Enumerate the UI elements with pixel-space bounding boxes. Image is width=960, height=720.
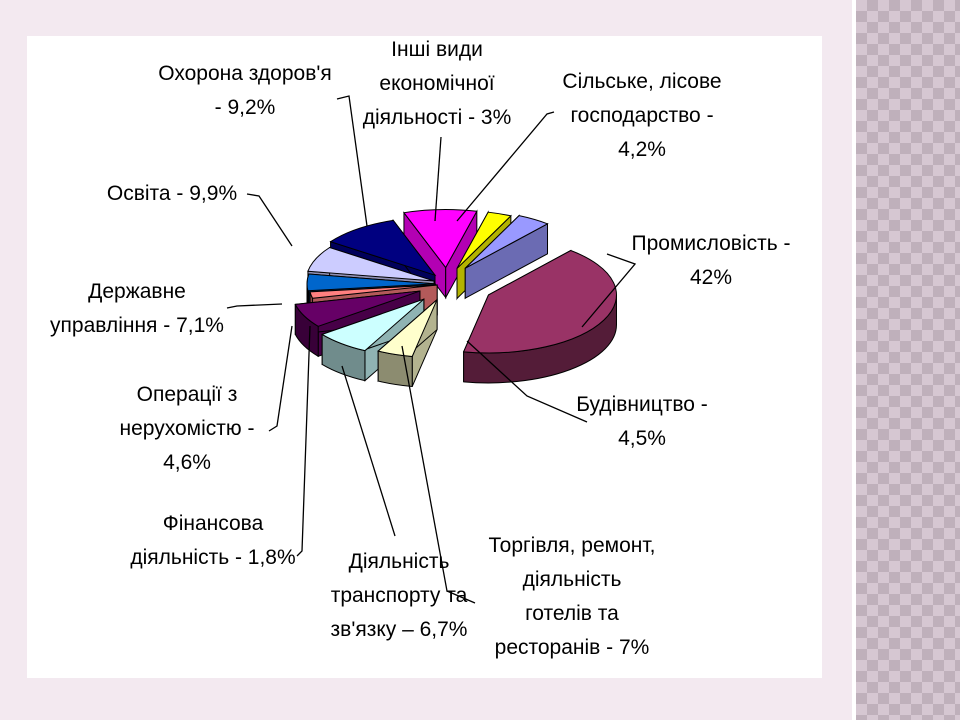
data-label-line: Сільське, лісове — [562, 70, 721, 93]
data-label-line: управління - 7,1% — [50, 314, 224, 337]
data-label-line: - 9,2% — [215, 96, 276, 119]
data-label-line: Торгівля, ремонт, — [488, 534, 655, 557]
chart-panel: Промисловість - 42% Будівництво - 4,5% Торгі… — [27, 36, 822, 678]
data-label-line: економічної — [379, 72, 494, 95]
pie-slice-0 — [462, 249, 617, 384]
data-label-line: 4,5% — [618, 427, 666, 450]
leader-line-construction — [466, 340, 588, 423]
pie-slice-10 — [464, 214, 549, 300]
leader-line-other — [434, 136, 442, 222]
data-label-trade: Торгівля, ремонт, діяльність готелів та рес… — [488, 534, 655, 659]
data-label-line: готелів та — [525, 602, 619, 625]
pie-chart: Промисловість - 42% Будівництво - 4,5% Торгі… — [50, 38, 791, 659]
leader-line-transport — [341, 365, 396, 537]
data-label-line: Охорона здоров'я — [158, 62, 332, 85]
side-divider — [852, 0, 856, 720]
data-label-government: Державне управління - 7,1% — [50, 280, 224, 337]
data-label-line: 4,6% — [163, 451, 211, 474]
data-label-line: Освіта - 9,9% — [107, 182, 237, 205]
leader-line-trade — [401, 345, 476, 604]
leader-line-agriculture — [456, 111, 555, 222]
data-label-line: діяльності - 3% — [363, 106, 512, 129]
pie-slice-1 — [377, 298, 438, 388]
leader-line-realestate — [268, 325, 293, 432]
data-label-realestate: Операції з нерухомістю - 4,6% — [120, 383, 255, 474]
leader-line-education — [246, 193, 293, 247]
data-label-health: Охорона здоров'я - 9,2% — [158, 62, 332, 119]
data-label-industry: Промисловість - 42% — [632, 232, 791, 289]
data-label-line: Будівництво - — [576, 393, 708, 416]
data-label-line: Промисловість - — [632, 232, 791, 255]
data-label-line: діяльність — [523, 568, 622, 591]
data-label-line: діяльність - 1,8% — [130, 546, 295, 569]
data-label-line: господарство - — [570, 104, 713, 127]
data-label-line: ресторанів - 7% — [495, 636, 650, 659]
leader-line-government — [226, 303, 283, 309]
data-label-line: Державне — [88, 280, 186, 303]
data-label-construction: Будівництво - 4,5% — [576, 393, 708, 450]
leader-line-finance — [296, 325, 311, 557]
data-label-line: Фінансова — [163, 512, 264, 535]
data-label-finance: Фінансова діяльність - 1,8% — [130, 512, 295, 569]
data-label-line: транспорту та — [331, 584, 468, 607]
data-label-line: нерухомістю - — [120, 417, 255, 440]
data-label-line: Інші види — [391, 38, 483, 61]
data-label-line: Операції з — [137, 383, 238, 406]
data-label-transport: Діяльність транспорту та зв'язку – 6,7% — [331, 550, 468, 641]
leader-line-health — [336, 95, 368, 227]
decorative-side-pattern — [856, 0, 960, 720]
data-label-other: Інші види економічної діяльності - 3% — [363, 38, 512, 129]
data-label-line: Діяльність — [349, 550, 450, 573]
data-label-line: зв'язку – 6,7% — [331, 618, 468, 641]
data-label-line: 4,2% — [618, 138, 666, 161]
data-label-line: 42% — [690, 266, 732, 289]
leader-line-industry — [581, 253, 637, 328]
data-label-agriculture: Сільське, лісове господарство - 4,2% — [562, 70, 721, 161]
data-label-education: Освіта - 9,9% — [107, 182, 237, 205]
